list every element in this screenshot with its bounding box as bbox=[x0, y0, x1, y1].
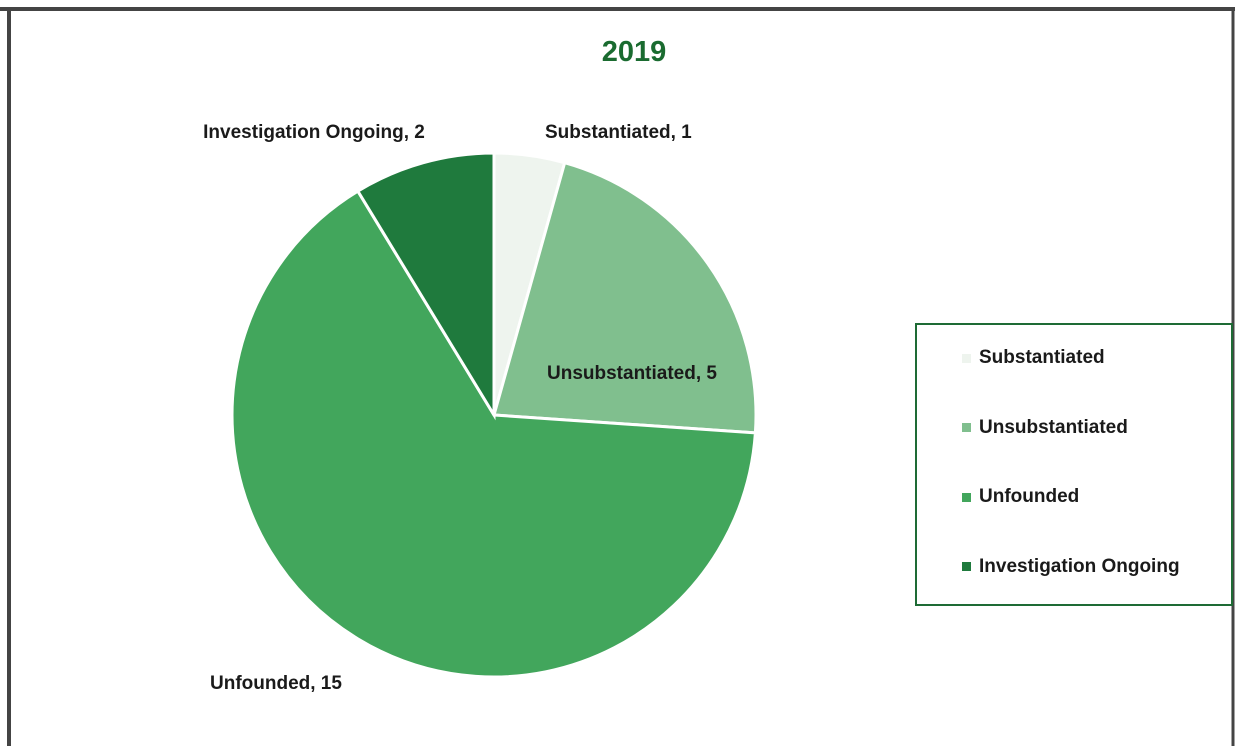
legend-box bbox=[915, 323, 1233, 606]
data-label: Investigation Ongoing, 2 bbox=[203, 122, 425, 143]
pie-slice bbox=[230, 189, 757, 679]
pie-slice bbox=[492, 160, 758, 435]
legend-swatch bbox=[962, 353, 971, 363]
legend-label: Unsubstantiated bbox=[979, 416, 1128, 438]
data-label: Unsubstantiated, 5 bbox=[547, 363, 717, 384]
legend-item: Substantiated bbox=[962, 347, 1105, 369]
legend-swatch bbox=[962, 423, 971, 432]
legend-label: Substantiated bbox=[979, 347, 1105, 368]
data-label: Substantiated, 1 bbox=[545, 122, 692, 143]
chart-title: 2019 bbox=[601, 36, 667, 68]
data-label: Unfounded, 15 bbox=[210, 673, 342, 694]
legend-label: Investigation Ongoing bbox=[979, 555, 1180, 577]
legend-swatch bbox=[962, 492, 971, 502]
legend-item: Investigation Ongoing bbox=[962, 556, 1180, 578]
pie-slice bbox=[355, 151, 496, 421]
legend-item: Unfounded bbox=[962, 486, 1079, 508]
legend-item: Unsubstantiated bbox=[962, 417, 1128, 439]
legend-swatch bbox=[962, 562, 971, 571]
legend-label: Unfounded bbox=[979, 486, 1080, 507]
